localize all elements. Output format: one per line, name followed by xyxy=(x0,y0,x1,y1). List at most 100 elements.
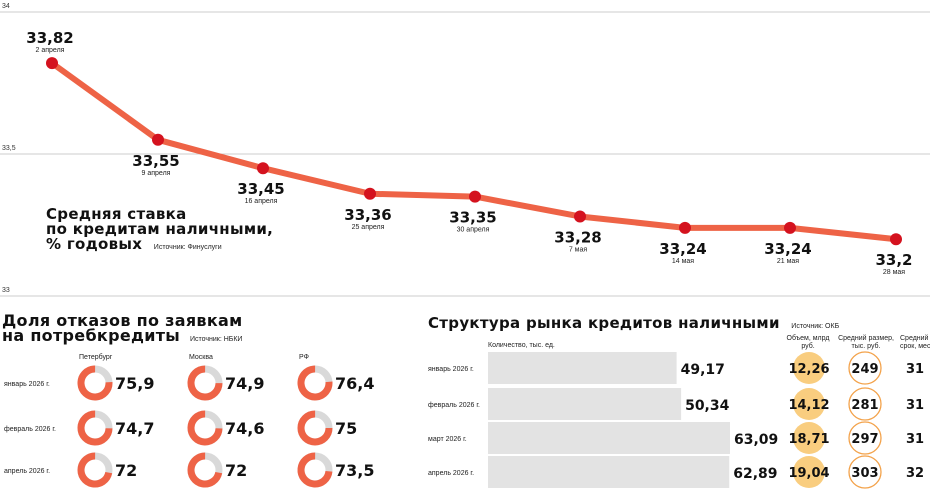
rate-point xyxy=(257,162,269,175)
col-avg-size-header: Средний размер, тыс. руб. xyxy=(838,335,894,350)
volume-value-label: 19,04 xyxy=(788,466,829,481)
rate-value-label: 33,36 xyxy=(344,206,391,224)
refusals-source: Источник: НБКИ xyxy=(189,336,243,343)
rate-value-label: 33,28 xyxy=(554,228,601,246)
quantity-bar xyxy=(488,456,730,488)
rate-chart-source: Источник: Финуслуги xyxy=(153,244,222,251)
date-label: 25 апреля xyxy=(352,224,385,231)
rate-value-label: 33,24 xyxy=(764,240,811,258)
refusal-value-label: 75 xyxy=(335,419,357,438)
avg-size-value-label: 281 xyxy=(851,398,878,413)
quantity-bar xyxy=(488,352,677,384)
date-label: 21 мая xyxy=(777,258,799,265)
date-label: 14 мая xyxy=(672,258,694,265)
volume-circle xyxy=(793,388,825,420)
donut-share xyxy=(77,452,113,488)
avg-term-value-label: 31 xyxy=(906,398,924,413)
donut-share xyxy=(297,365,333,401)
date-label: 16 апреля xyxy=(245,198,278,205)
date-label: 28 мая xyxy=(883,269,905,276)
volume-circle xyxy=(793,422,825,454)
date-label: 7 мая xyxy=(569,246,588,253)
period-label: январь 2026 г. xyxy=(4,381,50,388)
refusal-value-label: 74,6 xyxy=(225,419,264,438)
period-label: февраль 2026 г. xyxy=(4,426,56,433)
avg-term-value-label: 31 xyxy=(906,362,924,377)
rate-chart-title-line-2: по кредитам наличными, xyxy=(46,220,274,238)
avg-size-circle xyxy=(848,421,882,455)
rate-point xyxy=(890,233,902,246)
period-label: январь 2026 г. xyxy=(428,366,474,373)
volume-circle xyxy=(793,352,825,384)
region-header: РФ xyxy=(299,354,309,361)
quantity-value-label: 49,17 xyxy=(681,362,725,378)
volume-value-label: 18,71 xyxy=(788,432,829,447)
region-header: Москва xyxy=(189,354,213,361)
period-label: апрель 2026 г. xyxy=(428,470,474,477)
rate-point xyxy=(46,57,58,70)
avg-size-value-label: 303 xyxy=(851,466,878,481)
refusal-value-label: 72 xyxy=(225,461,247,480)
rate-value-label: 33,2 xyxy=(875,251,912,269)
rate-chart-title: Средняя ставка по кредитам наличными, % … xyxy=(46,207,273,255)
rate-value-label: 33,35 xyxy=(449,209,496,227)
volume-value-label: 14,12 xyxy=(788,398,829,413)
rate-value-label: 33,82 xyxy=(26,29,73,47)
avg-size-circle xyxy=(848,351,882,385)
avg-term-value-label: 32 xyxy=(906,466,924,481)
rate-point xyxy=(152,133,164,146)
volume-value-label: 12,26 xyxy=(788,362,829,377)
quantity-bar xyxy=(488,388,682,420)
volume-circle xyxy=(793,456,825,488)
region-header: Петербург xyxy=(79,353,113,361)
donut-share xyxy=(297,410,333,446)
period-label: март 2026 г. xyxy=(428,436,467,443)
rate-value-label: 33,55 xyxy=(132,152,179,170)
period-label: апрель 2026 г. xyxy=(4,468,50,475)
date-label: 30 апреля xyxy=(457,227,490,234)
refusals-title-line-2: на потребкредиты Источник: НБКИ xyxy=(2,326,243,345)
rate-value-label: 33,45 xyxy=(237,180,284,198)
quantity-value-label: 63,09 xyxy=(734,432,778,448)
donut-share xyxy=(77,410,113,446)
donut-share xyxy=(187,452,223,488)
col-quantity-header: Количество, тыс. ед. xyxy=(488,342,555,349)
avg-size-circle xyxy=(848,387,882,421)
refusals-title-line-1: Доля отказов по заявкам xyxy=(2,311,243,330)
refusal-value-label: 74,9 xyxy=(225,374,264,393)
refusal-value-label: 75,9 xyxy=(115,374,154,393)
refusal-value-label: 76,4 xyxy=(335,374,374,393)
avg-term-value-label: 31 xyxy=(906,432,924,447)
donut-share xyxy=(187,365,223,401)
structure-title: Структура рынка кредитов наличными Источ… xyxy=(428,314,840,332)
rate-chart-title-line-1: Средняя ставка xyxy=(46,205,187,223)
date-label: 9 апреля xyxy=(142,170,171,177)
quantity-value-label: 62,89 xyxy=(733,466,777,482)
rate-chart-title-line-3: % годовых Источник: Финуслуги xyxy=(46,235,222,253)
avg-size-circle xyxy=(848,455,882,489)
y-tick-label: 33 xyxy=(2,287,10,294)
refusal-value-label: 72 xyxy=(115,461,137,480)
period-label: февраль 2026 г. xyxy=(428,402,480,409)
donut-share xyxy=(297,452,333,488)
y-tick-label: 33,5 xyxy=(2,145,16,152)
donut-share xyxy=(77,365,113,401)
rate-point xyxy=(679,221,691,234)
refusal-value-label: 73,5 xyxy=(335,461,374,480)
refusals-title: Доля отказов по заявкам на потребкредиты… xyxy=(2,313,242,347)
refusal-value-label: 74,7 xyxy=(115,419,154,438)
rate-point xyxy=(469,190,481,203)
date-label: 2 апреля xyxy=(36,47,65,54)
quantity-bar xyxy=(488,422,730,454)
rate-point xyxy=(364,187,376,200)
col-avg-term-header: Средний срок, мес xyxy=(900,335,930,350)
donut-share xyxy=(187,410,223,446)
rate-point xyxy=(574,210,586,223)
avg-size-value-label: 297 xyxy=(851,432,878,447)
y-tick-label: 34 xyxy=(2,3,10,10)
quantity-value-label: 50,34 xyxy=(685,398,730,414)
rate-point xyxy=(784,221,796,234)
